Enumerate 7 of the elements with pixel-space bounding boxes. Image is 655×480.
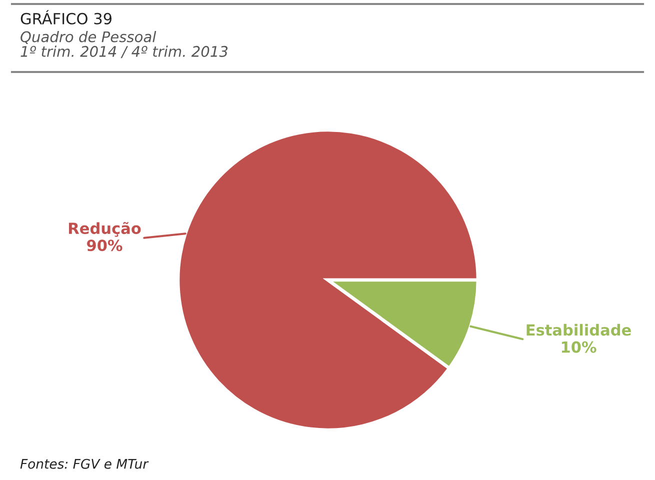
chart-subtitle: Quadro de Pessoal 1º trim. 2014 / 4º trim. 2013: [20, 31, 228, 58]
slice-label: Redução: [69, 222, 141, 237]
text: Fontes: FGV e MTur: [20, 458, 149, 469]
data-label: 10%: [562, 341, 596, 353]
data-label: 90%: [87, 240, 122, 252]
chart-title: GRÁFICO 39: [20, 10, 112, 24]
slice-label: Estabilidade: [526, 324, 631, 336]
